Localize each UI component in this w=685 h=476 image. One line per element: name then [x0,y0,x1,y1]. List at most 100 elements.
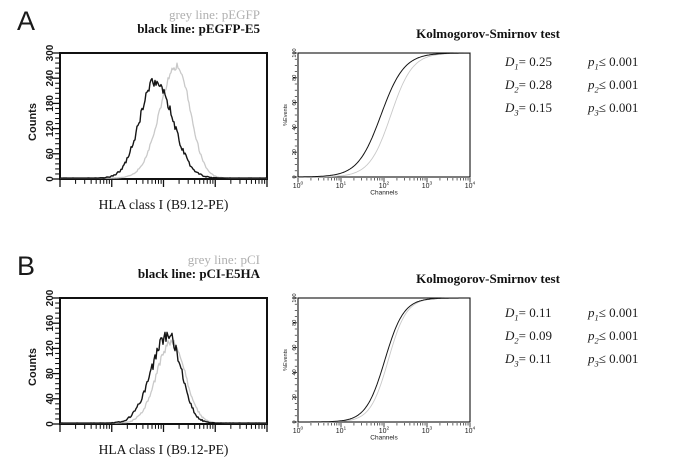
flow-histogram-plot: 0 60 120 180 240 300 Counts [27,44,268,187]
p-symbol: p [588,351,595,366]
p-statistic: p3≤ 0.001 [588,351,670,369]
svg-text:200: 200 [45,289,56,306]
svg-text:Counts: Counts [27,348,39,386]
svg-text:10: 10 [379,428,387,435]
svg-text:20: 20 [292,394,298,400]
svg-text:240: 240 [45,69,56,86]
flow-histogram-plot: 0 40 80 120 160 200 Counts [27,289,268,432]
svg-text:10: 10 [379,183,387,190]
svg-text:10: 10 [422,183,430,190]
svg-text:10: 10 [422,428,430,435]
p-value: ≤ 0.001 [598,328,639,343]
p-subscript: 2 [594,335,599,346]
p-symbol: p [588,328,595,343]
p-subscript: 2 [594,84,599,95]
svg-text:10: 10 [336,183,344,190]
p-subscript: 3 [594,358,599,369]
p-value: ≤ 0.001 [598,305,639,320]
svg-text:0: 0 [301,426,304,432]
ks-stat-row: D3= 0.15 p3≤ 0.001 [505,100,670,118]
svg-text:40: 40 [292,124,298,130]
p-statistic: p2≤ 0.001 [588,328,670,346]
svg-text:80: 80 [292,75,298,81]
legend-black-line: black line: pEGFP-E5 [137,20,260,36]
d-subscript: 1 [514,312,519,323]
p-subscript: 1 [594,312,599,323]
svg-text:160: 160 [45,314,56,331]
d-symbol: D [505,351,515,366]
ks-stat-row: D1= 0.11 p1≤ 0.001 [505,305,670,323]
d-subscript: 3 [514,107,519,118]
panel-letter: A [17,6,36,36]
svg-text:0: 0 [292,175,298,178]
d-value: = 0.09 [518,328,552,343]
panel-A: A grey line: pEGFP black line: pEGFP-E5 … [0,0,685,232]
p-statistic: p1≤ 0.001 [588,305,670,323]
legend-grey-line: grey line: pEGFP [169,7,260,22]
svg-text:60: 60 [292,100,298,106]
d-subscript: 3 [514,358,519,369]
d-value: = 0.15 [518,100,552,115]
d-symbol: D [505,54,515,69]
p-symbol: p [588,54,595,69]
legend-black-line: black line: pCI-E5HA [137,265,260,281]
ks-test-title: Kolmogorov-Smirnov test [416,26,560,41]
svg-text:120: 120 [45,340,56,357]
d-value: = 0.25 [518,54,552,69]
d-value: = 0.28 [518,77,552,92]
svg-text:%Events: %Events [283,349,289,371]
ks-stat-row: D1= 0.25 p1≤ 0.001 [505,54,670,72]
d-subscript: 2 [514,335,519,346]
panel-B: B grey line: pCI black line: pCI-E5HA 0 4… [0,245,685,476]
svg-text:%Events: %Events [283,104,289,126]
d-statistic: D3= 0.15 [505,100,588,118]
svg-text:100: 100 [292,48,298,57]
d-symbol: D [505,305,515,320]
d-value: = 0.11 [518,351,552,366]
p-subscript: 1 [594,61,599,72]
legend: grey line: pCI black line: pCI-E5HA [55,253,260,280]
d-statistic: D2= 0.09 [505,328,588,346]
svg-text:2: 2 [387,426,390,432]
svg-text:60: 60 [45,148,56,160]
histogram-x-axis-label: HLA class I (B9.12-PE) [98,442,229,457]
svg-text:0: 0 [292,420,298,423]
ks-statistics: D1= 0.11 p1≤ 0.001 D2= 0.09 p2≤ 0.001 D3… [505,305,670,374]
svg-text:0: 0 [45,176,56,182]
svg-text:120: 120 [45,120,56,137]
legend-grey-line: grey line: pCI [187,252,260,267]
svg-text:40: 40 [292,369,298,375]
d-symbol: D [505,77,515,92]
p-value: ≤ 0.001 [598,77,639,92]
d-statistic: D2= 0.28 [505,77,588,95]
ks-test-title: Kolmogorov-Smirnov test [416,271,560,286]
svg-text:1: 1 [344,426,347,432]
p-symbol: p [588,77,595,92]
ks-stat-row: D2= 0.28 p2≤ 0.001 [505,77,670,95]
svg-text:20: 20 [292,149,298,155]
svg-text:Channels: Channels [370,435,398,442]
ks-stat-row: D2= 0.09 p2≤ 0.001 [505,328,670,346]
svg-text:Channels: Channels [370,190,398,197]
svg-text:10: 10 [293,183,301,190]
svg-text:80: 80 [292,320,298,326]
ks-statistics: D1= 0.25 p1≤ 0.001 D2= 0.28 p2≤ 0.001 D3… [505,54,670,123]
p-statistic: p1≤ 0.001 [588,54,670,72]
svg-text:10: 10 [465,183,473,190]
d-subscript: 2 [514,84,519,95]
svg-text:4: 4 [473,426,476,432]
d-subscript: 1 [514,61,519,72]
svg-text:100: 100 [292,293,298,302]
histogram-x-axis-label: HLA class I (B9.12-PE) [98,197,229,212]
p-value: ≤ 0.001 [598,351,639,366]
d-symbol: D [505,100,515,115]
ks-stat-row: D3= 0.11 p3≤ 0.001 [505,351,670,369]
svg-text:60: 60 [292,345,298,351]
svg-text:10: 10 [293,428,301,435]
d-statistic: D3= 0.11 [505,351,588,369]
p-value: ≤ 0.001 [598,100,639,115]
svg-text:180: 180 [45,95,56,112]
